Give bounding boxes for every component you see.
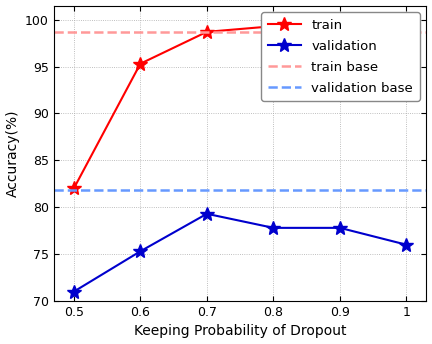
Legend: train, validation, train base, validation base: train, validation, train base, validatio… [261,12,420,101]
validation [271,226,276,230]
Y-axis label: Accuracy(%): Accuracy(%) [6,109,19,197]
validation [337,226,343,230]
train [138,62,143,66]
validation [404,243,409,247]
validation [138,249,143,254]
train [337,20,343,24]
X-axis label: Keeping Probability of Dropout: Keeping Probability of Dropout [134,324,346,338]
validation [204,212,210,216]
Line: validation: validation [67,207,413,299]
Line: train: train [67,13,413,195]
train [404,18,409,22]
train [71,186,76,191]
train [204,30,210,34]
train [271,24,276,28]
validation [71,290,76,294]
